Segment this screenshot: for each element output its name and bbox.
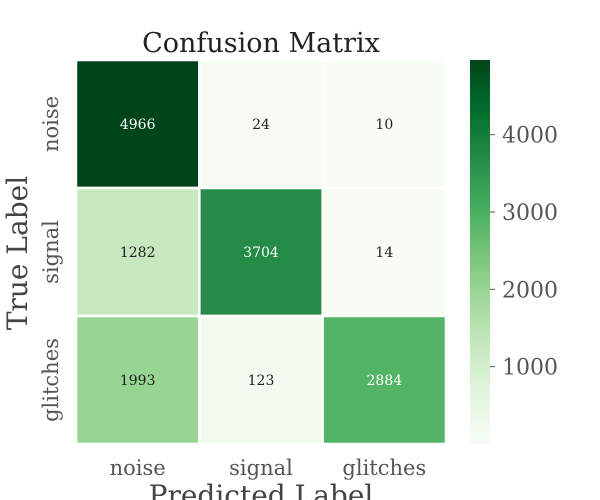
cell-value-label: 1993 — [120, 373, 156, 389]
y-axis-label: True Label — [1, 176, 34, 330]
heatmap-cell — [198, 58, 324, 190]
cell-value-label: 3704 — [243, 245, 279, 261]
x-tick-label: noise — [110, 456, 166, 480]
y-tick-labels: noise signal glitches — [39, 96, 63, 422]
cell-value-label: 24 — [252, 117, 270, 133]
chart-title: Confusion Matrix — [142, 28, 380, 59]
cell-value-labels: 4966 24 10 1282 3704 14 1993 123 2884 — [120, 117, 402, 389]
cell-value-label: 10 — [375, 117, 393, 133]
heatmap-cell — [198, 314, 324, 446]
heatmap-cell — [74, 58, 201, 190]
heatmap-cell — [74, 314, 201, 446]
colorbar-tick-label: 2000 — [502, 278, 558, 303]
y-tick-label: glitches — [39, 338, 63, 422]
y-tick-label: noise — [39, 96, 63, 152]
heatmap-cells — [74, 58, 448, 446]
heatmap-cell — [321, 314, 448, 446]
cell-value-label: 14 — [375, 245, 393, 261]
colorbar-tick-label: 3000 — [502, 201, 558, 226]
cell-value-label: 2884 — [367, 373, 403, 389]
heatmap-cell — [321, 186, 448, 318]
x-tick-labels: noise signal glitches — [110, 456, 427, 480]
colorbar-ticks: 1000 2000 3000 4000 — [490, 124, 558, 381]
colorbar-tick-label: 4000 — [502, 124, 558, 149]
x-axis-label: Predicted Label — [149, 479, 374, 500]
colorbar — [470, 60, 490, 444]
x-tick-label: signal — [229, 456, 293, 480]
cell-value-label: 4966 — [120, 117, 156, 133]
colorbar-tick-label: 1000 — [502, 356, 558, 381]
y-tick-label: signal — [39, 220, 63, 284]
cell-value-label: 1282 — [120, 245, 156, 261]
cell-value-label: 123 — [248, 373, 275, 389]
heatmap-cell — [321, 58, 448, 190]
x-tick-label: glitches — [342, 456, 426, 480]
